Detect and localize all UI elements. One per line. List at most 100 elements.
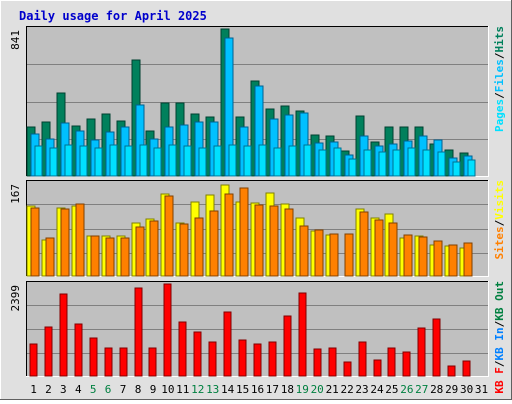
x-tick-label: 2 [45, 383, 52, 396]
legend-entry: / [493, 52, 506, 59]
bar-kb-f-day-29 [447, 365, 456, 377]
bar-kb-f-day-20 [313, 348, 322, 377]
bar-pages-day-7 [124, 145, 133, 177]
bar-kb-f-day-4 [74, 323, 83, 377]
legend-hits: Pages/Files/Hits [493, 26, 506, 132]
y-max-label-hits: 841 [9, 30, 22, 50]
x-tick-label: 21 [326, 383, 339, 396]
bar-kb-f-day-30 [462, 360, 471, 377]
bar-sites-day-3 [60, 208, 70, 277]
bar-kb-f-day-7 [119, 347, 128, 377]
panel-sites: 167 Sites/Visits [9, 180, 506, 277]
bar-pages-day-15 [243, 145, 252, 177]
bar-kb-f-day-18 [283, 315, 292, 377]
x-tick-label: 5 [90, 383, 97, 396]
bar-sites-day-6 [105, 237, 115, 277]
bar-sites-day-17 [269, 205, 279, 277]
bar-kb-f-day-2 [44, 326, 53, 377]
bar-sites-day-8 [135, 226, 145, 277]
legend-entry: / [493, 92, 506, 99]
bar-kb-f-day-16 [253, 343, 262, 377]
legend-entry: / [493, 320, 506, 327]
x-tick-label: 12 [191, 383, 204, 396]
bar-pages-day-3 [64, 144, 73, 177]
legend-entry: Hits [493, 26, 506, 53]
bar-kb-f-day-13 [208, 341, 217, 377]
bar-kb-f-day-11 [178, 321, 187, 377]
legend-entry: KB In [493, 327, 506, 360]
x-tick-label: 16 [251, 383, 264, 396]
bar-pages-day-24 [378, 151, 387, 177]
x-tick-label: 30 [460, 383, 473, 396]
bar-pages-day-10 [168, 144, 177, 177]
bar-pages-day-29 [452, 161, 461, 177]
legend-entry: / [493, 360, 506, 367]
bar-kb-f-day-5 [89, 337, 98, 377]
bar-kb-f-day-17 [268, 341, 277, 377]
bar-sites-day-18 [284, 208, 294, 277]
legend-entry: Files [493, 59, 506, 92]
x-tick-label: 4 [75, 383, 82, 396]
x-tick-label: 13 [206, 383, 219, 396]
bar-sites-day-26 [403, 234, 413, 277]
bar-sites-day-21 [329, 233, 339, 277]
x-tick-label: 9 [150, 383, 157, 396]
x-tick-label: 24 [370, 383, 384, 396]
bar-kb-f-day-1 [29, 343, 38, 377]
bar-sites-day-9 [149, 220, 159, 277]
bar-kb-f-day-9 [148, 347, 157, 377]
bar-sites-day-29 [448, 244, 458, 277]
bar-sites-day-22 [344, 233, 354, 277]
bar-pages-day-20 [318, 149, 327, 177]
bar-kb-f-day-21 [328, 347, 337, 377]
bar-kb-f-day-15 [238, 339, 247, 377]
bar-pages-day-28 [437, 151, 446, 177]
bar-sites-day-19 [299, 225, 309, 277]
bar-sites-day-12 [194, 217, 204, 277]
bar-pages-day-2 [49, 147, 58, 177]
legend-entry: / [493, 219, 506, 226]
x-tick-label: 7 [120, 383, 127, 396]
x-tick-label: 11 [176, 383, 189, 396]
bar-sites-day-5 [90, 235, 100, 277]
chart-panels: 841Pages/Files/Hits167Sites/Visits2399KB… [9, 26, 506, 394]
legend-sites: Sites/Visits [493, 180, 506, 260]
bar-sites-day-16 [254, 204, 264, 277]
bar-sites-day-2 [45, 237, 55, 277]
bar-pages-day-12 [198, 147, 207, 177]
y-max-label-sites: 167 [9, 184, 22, 204]
bar-kb-f-day-6 [104, 347, 113, 377]
bar-pages-day-27 [422, 149, 431, 177]
x-tick-label: 23 [355, 383, 368, 396]
x-tick-label: 6 [105, 383, 112, 396]
bar-sites-day-7 [120, 237, 130, 277]
x-tick-label: 15 [236, 383, 249, 396]
x-tick-label: 18 [281, 383, 294, 396]
bar-kb-f-day-28 [432, 318, 441, 377]
bar-pages-day-25 [392, 149, 401, 177]
bar-pages-day-18 [288, 145, 297, 177]
chart-title: Daily usage for April 2025 [19, 9, 207, 23]
bar-pages-day-21 [333, 147, 342, 177]
bar-sites-day-4 [75, 203, 85, 277]
x-tick-label: 29 [445, 383, 458, 396]
bar-sites-day-10 [164, 195, 174, 277]
bar-sites-day-14 [224, 193, 234, 277]
bar-kb-f-day-12 [193, 331, 202, 377]
bar-pages-day-26 [407, 147, 416, 177]
x-tick-label: 20 [311, 383, 324, 396]
bar-pages-day-8 [139, 144, 148, 177]
legend-entry: KB Out [493, 281, 506, 321]
x-tick-label: 8 [135, 383, 142, 396]
x-tick-label: 28 [430, 383, 443, 396]
bar-kb-f-day-3 [59, 293, 68, 377]
bar-sites-day-27 [418, 236, 428, 277]
x-tick-label: 31 [475, 383, 488, 396]
bar-pages-day-22 [348, 158, 357, 177]
x-tick-label: 17 [266, 383, 279, 396]
x-tick-label: 10 [161, 383, 174, 396]
bar-sites-day-30 [463, 242, 473, 277]
